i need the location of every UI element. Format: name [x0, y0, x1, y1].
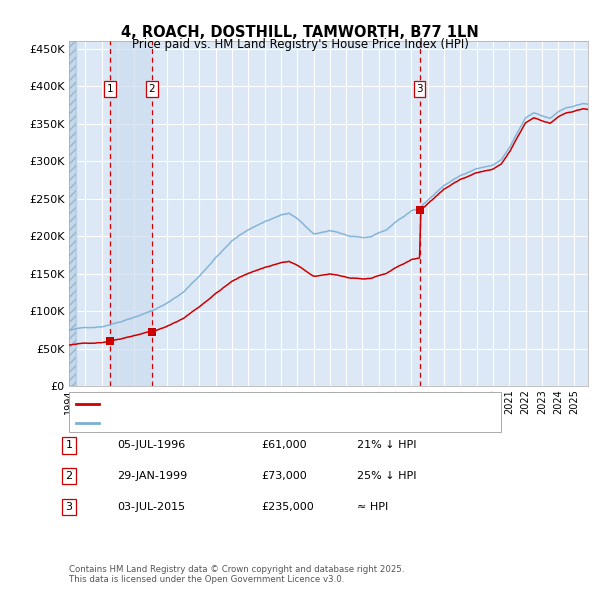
Bar	[69, 41, 76, 386]
Text: £235,000: £235,000	[261, 502, 314, 512]
Bar	[110, 41, 152, 386]
Bar	[69, 41, 76, 386]
Text: Contains HM Land Registry data © Crown copyright and database right 2025.
This d: Contains HM Land Registry data © Crown c…	[69, 565, 404, 584]
Text: 4, ROACH, DOSTHILL, TAMWORTH, B77 1LN: 4, ROACH, DOSTHILL, TAMWORTH, B77 1LN	[121, 25, 479, 40]
Text: 2: 2	[65, 471, 73, 481]
Text: 1: 1	[65, 441, 73, 450]
Text: 3: 3	[416, 84, 423, 94]
Text: £73,000: £73,000	[261, 471, 307, 481]
Text: 03-JUL-2015: 03-JUL-2015	[117, 502, 185, 512]
Text: 2: 2	[149, 84, 155, 94]
Text: HPI: Average price, detached house, Tamworth: HPI: Average price, detached house, Tamw…	[105, 418, 338, 428]
Text: Price paid vs. HM Land Registry's House Price Index (HPI): Price paid vs. HM Land Registry's House …	[131, 38, 469, 51]
Text: 3: 3	[65, 502, 73, 512]
Text: 29-JAN-1999: 29-JAN-1999	[117, 471, 187, 481]
Text: 21% ↓ HPI: 21% ↓ HPI	[357, 441, 416, 450]
Text: 05-JUL-1996: 05-JUL-1996	[117, 441, 185, 450]
Text: 1: 1	[107, 84, 113, 94]
Text: 4, ROACH, DOSTHILL, TAMWORTH, B77 1LN (detached house): 4, ROACH, DOSTHILL, TAMWORTH, B77 1LN (d…	[105, 399, 412, 409]
Text: ≈ HPI: ≈ HPI	[357, 502, 388, 512]
Text: £61,000: £61,000	[261, 441, 307, 450]
Text: 25% ↓ HPI: 25% ↓ HPI	[357, 471, 416, 481]
